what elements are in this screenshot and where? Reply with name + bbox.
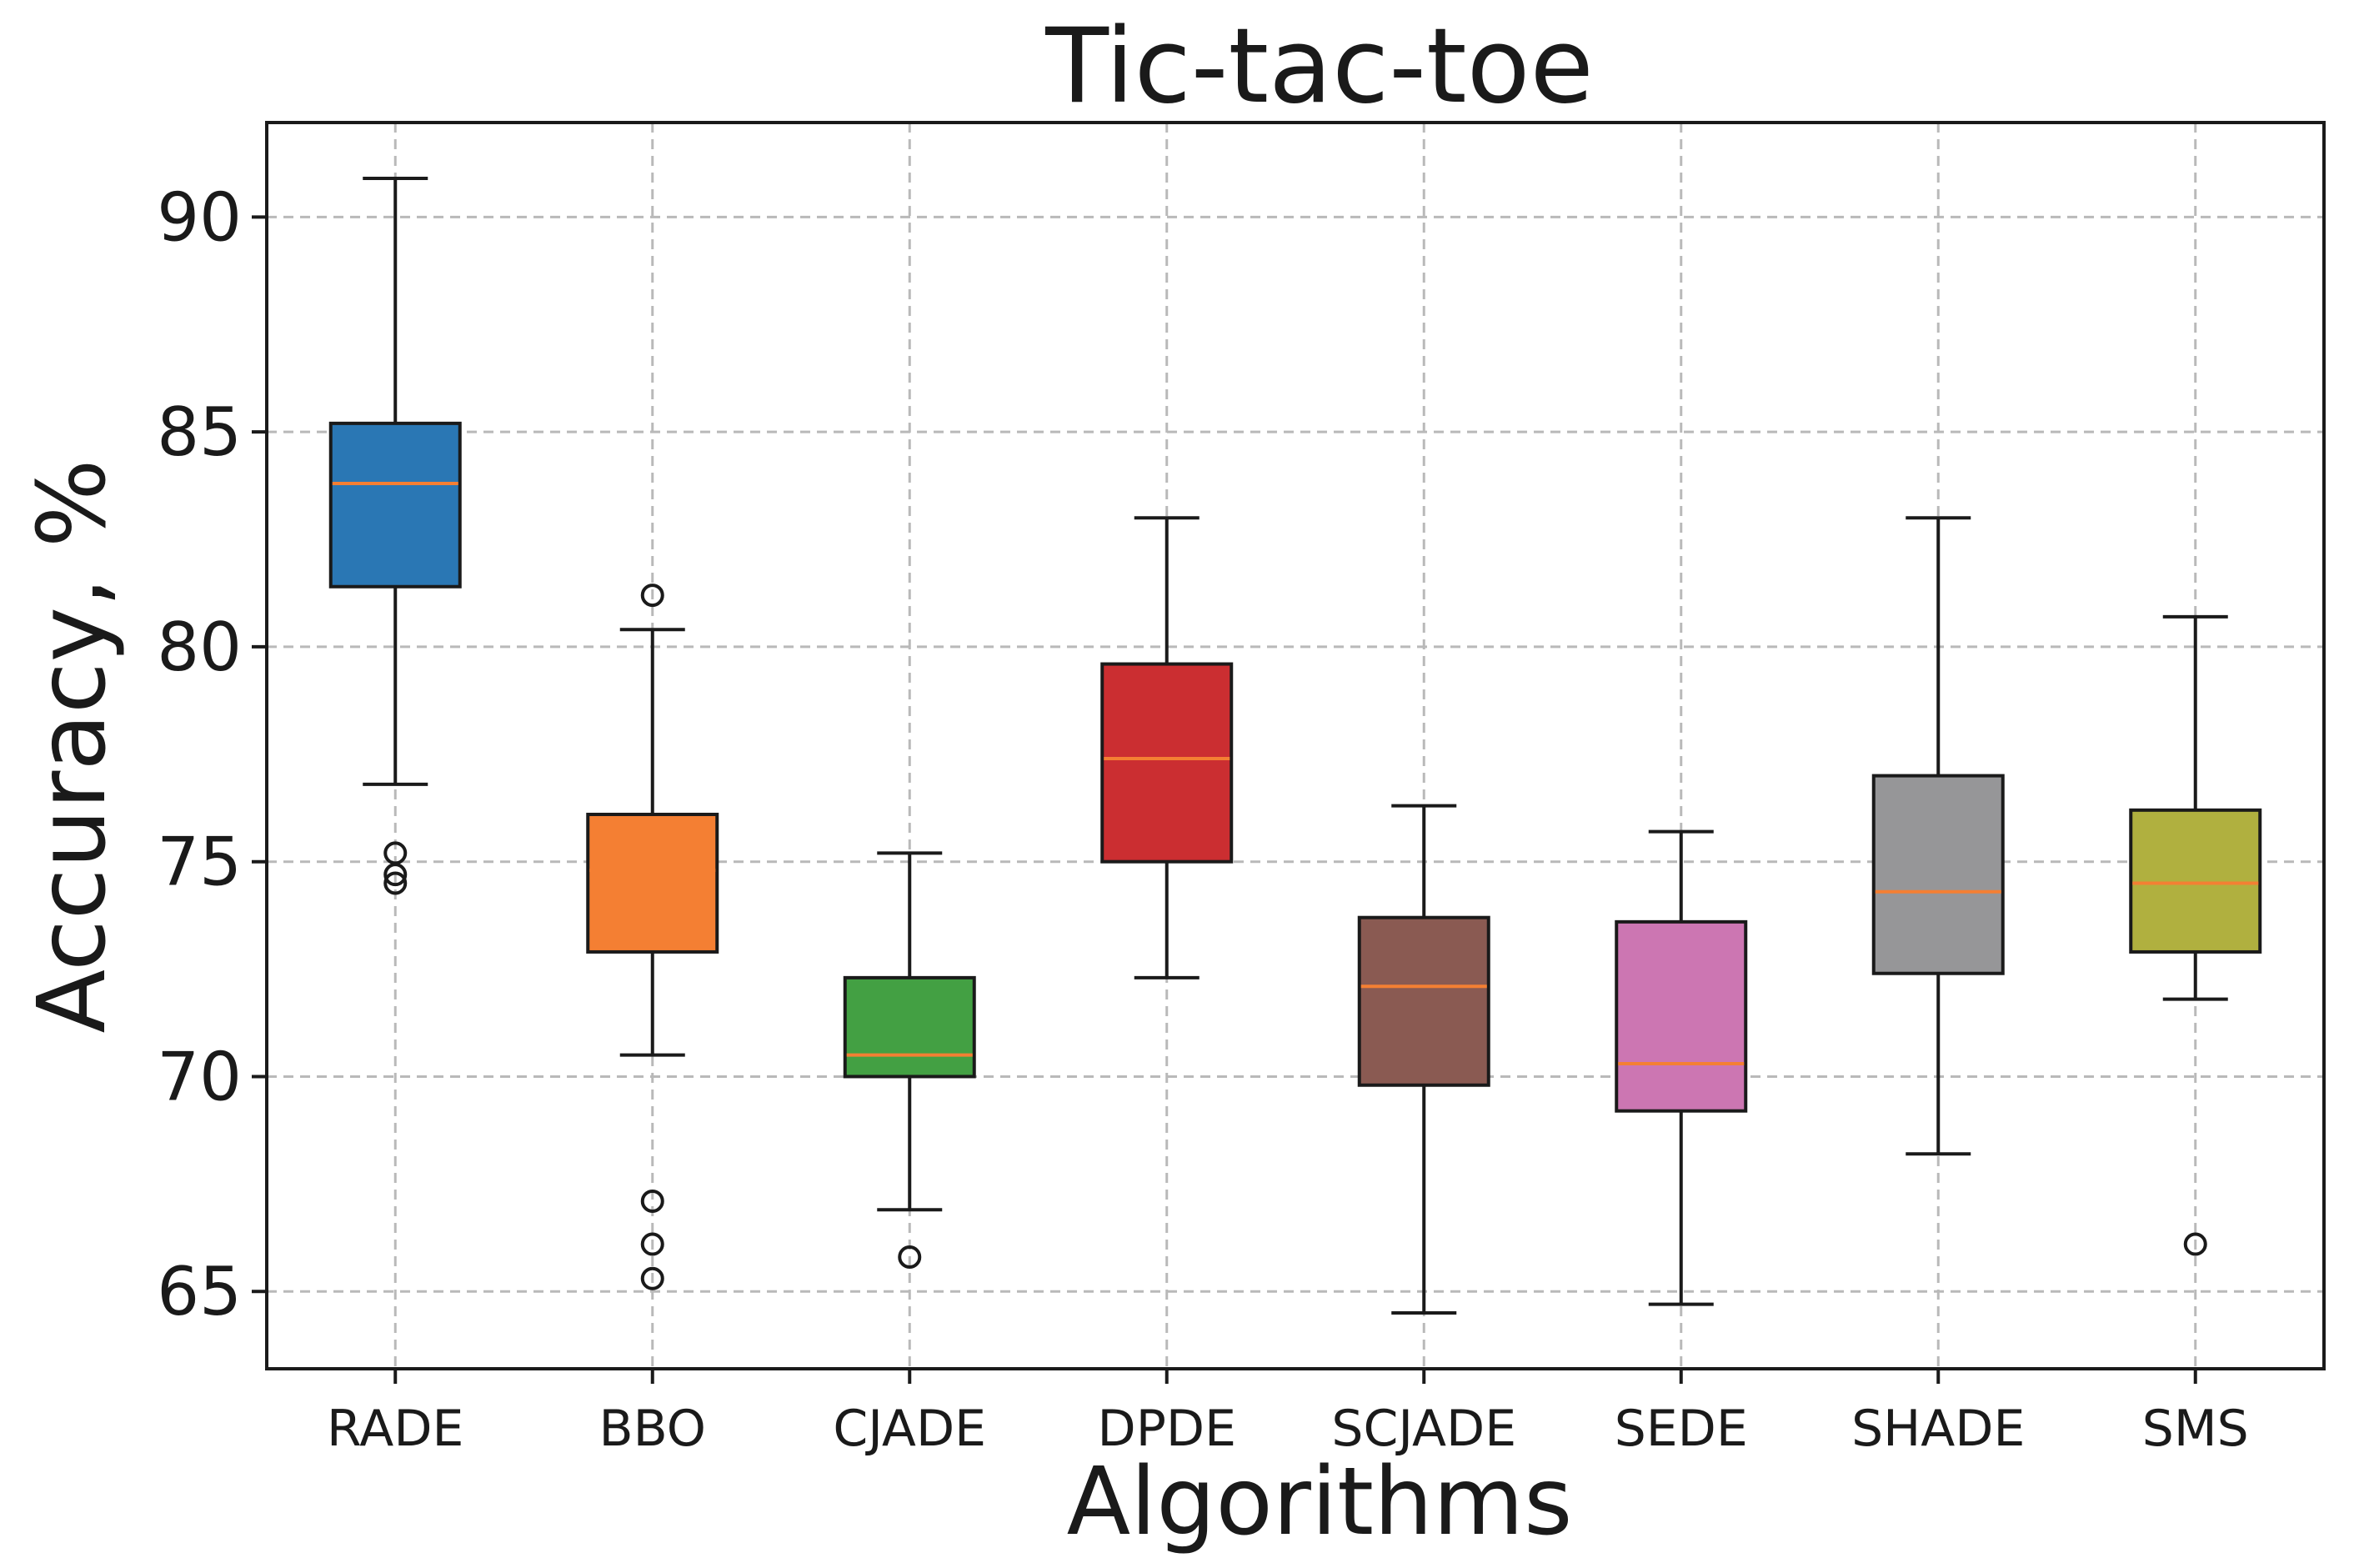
x-tick-label: SCJADE xyxy=(1331,1400,1516,1458)
y-tick-label: 70 xyxy=(157,1038,242,1115)
boxes-group xyxy=(328,177,2262,1315)
x-tick-label: RADE xyxy=(327,1400,463,1458)
y-axis-label: Accuracy, % xyxy=(18,459,127,1034)
box-shade xyxy=(1871,516,2005,1156)
x-tick-label: BBO xyxy=(599,1400,707,1458)
y-tick-label: 75 xyxy=(157,824,242,901)
iqr-box xyxy=(1357,915,1490,1087)
x-tick-label: SHADE xyxy=(1851,1400,2025,1458)
y-tick-label: 90 xyxy=(157,178,242,256)
y-tick-label: 85 xyxy=(157,393,242,471)
box-sms xyxy=(2129,614,2262,1256)
box-dpde xyxy=(1100,516,1234,979)
outlier-point xyxy=(898,1245,922,1269)
iqr-box xyxy=(328,421,462,589)
box-cjade xyxy=(843,851,976,1269)
grid-lines xyxy=(267,123,2324,1369)
outlier-point xyxy=(640,1266,664,1290)
iqr-box xyxy=(586,812,719,954)
outlier-point xyxy=(640,1232,664,1256)
x-axis-label: Algorithms xyxy=(1067,1448,1573,1556)
iqr-box xyxy=(2129,808,2262,954)
iqr-box xyxy=(1615,919,1748,1113)
outlier-point xyxy=(383,863,408,887)
box-scjade xyxy=(1357,804,1490,1315)
x-tick-label: DPDE xyxy=(1098,1400,1237,1458)
outlier-point xyxy=(2183,1232,2207,1256)
box-sede xyxy=(1615,829,1748,1306)
x-tick-label: SEDE xyxy=(1615,1400,1748,1458)
x-axis-ticks: RADE BBO CJADE DPDE SCJADE SEDE SHADE SMS xyxy=(327,1369,2249,1458)
chart-title: Tic-tac-toe xyxy=(1044,7,1594,127)
box-rade xyxy=(328,177,462,895)
outlier-point xyxy=(383,871,408,895)
iqr-box xyxy=(843,975,976,1079)
y-tick-label: 65 xyxy=(157,1253,242,1330)
box-bbo xyxy=(586,584,719,1290)
iqr-box xyxy=(1871,774,2005,975)
x-tick-label: CJADE xyxy=(833,1400,986,1458)
outlier-point xyxy=(640,1189,664,1213)
iqr-box xyxy=(1100,662,1234,864)
outlier-point xyxy=(640,584,664,608)
x-tick-label: SMS xyxy=(2142,1400,2249,1458)
y-axis-ticks: 65 70 75 80 85 90 xyxy=(157,178,267,1330)
plot-frame xyxy=(265,121,2326,1370)
y-tick-label: 80 xyxy=(157,609,242,686)
